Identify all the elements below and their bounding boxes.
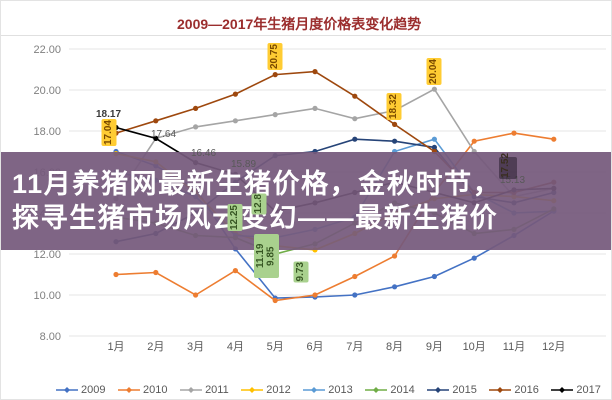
svg-text:1月: 1月 bbox=[107, 341, 124, 353]
svg-text:9月: 9月 bbox=[426, 341, 443, 353]
svg-text:11月: 11月 bbox=[503, 341, 525, 353]
svg-text:20.00: 20.00 bbox=[33, 85, 61, 97]
svg-text:10.00: 10.00 bbox=[33, 290, 61, 302]
svg-text:7月: 7月 bbox=[346, 341, 363, 353]
svg-text:18.00: 18.00 bbox=[33, 126, 61, 138]
svg-text:12月: 12月 bbox=[542, 341, 565, 353]
svg-text:22.00: 22.00 bbox=[33, 44, 61, 56]
svg-text:10月: 10月 bbox=[463, 341, 486, 353]
svg-text:12.00: 12.00 bbox=[33, 249, 61, 261]
svg-text:2月: 2月 bbox=[147, 341, 164, 353]
svg-text:8.00: 8.00 bbox=[40, 331, 61, 343]
svg-text:3月: 3月 bbox=[187, 341, 204, 353]
svg-text:5月: 5月 bbox=[267, 341, 284, 353]
svg-text:4月: 4月 bbox=[227, 341, 244, 353]
svg-text:8月: 8月 bbox=[386, 341, 403, 353]
svg-text:6月: 6月 bbox=[306, 341, 323, 353]
